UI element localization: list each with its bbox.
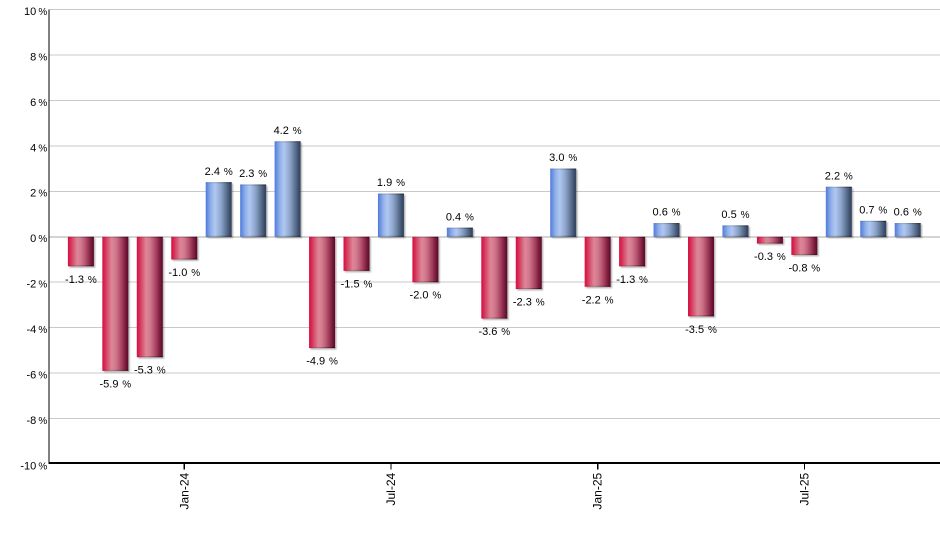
svg-text:8%: 8% bbox=[30, 51, 47, 63]
svg-text:4%: 4% bbox=[30, 142, 47, 154]
svg-text:0.6 %: 0.6 % bbox=[894, 207, 922, 219]
svg-text:-0.8 %: -0.8 % bbox=[788, 262, 820, 274]
svg-text:4.2 %: 4.2 % bbox=[274, 125, 302, 137]
svg-text:-0.3 %: -0.3 % bbox=[754, 251, 786, 263]
svg-text:-6%: -6% bbox=[27, 370, 48, 382]
svg-text:2%: 2% bbox=[30, 188, 47, 200]
svg-text:0%: 0% bbox=[30, 233, 47, 245]
svg-text:-1.3 %: -1.3 % bbox=[65, 274, 97, 286]
svg-text:0.4 %: 0.4 % bbox=[446, 211, 474, 223]
svg-text:0.7 %: 0.7 % bbox=[859, 204, 887, 216]
svg-text:Jan-25: Jan-25 bbox=[591, 472, 605, 509]
svg-text:-5.9 %: -5.9 % bbox=[99, 378, 131, 390]
svg-text:Jul-25: Jul-25 bbox=[797, 472, 811, 505]
svg-text:-1.0 %: -1.0 % bbox=[168, 267, 200, 279]
svg-text:-3.5 %: -3.5 % bbox=[685, 324, 717, 336]
svg-text:-10%: -10% bbox=[20, 460, 47, 472]
svg-text:-3.6 %: -3.6 % bbox=[478, 326, 510, 338]
svg-text:Jan-24: Jan-24 bbox=[177, 472, 191, 509]
svg-text:-2%: -2% bbox=[27, 279, 48, 291]
svg-text:2.4 %: 2.4 % bbox=[205, 166, 233, 178]
svg-text:-2.3 %: -2.3 % bbox=[513, 297, 545, 309]
svg-text:2.3 %: 2.3 % bbox=[239, 168, 267, 180]
svg-text:0.6 %: 0.6 % bbox=[653, 207, 681, 219]
svg-text:-1.3 %: -1.3 % bbox=[616, 274, 648, 286]
svg-text:3.0 %: 3.0 % bbox=[549, 152, 577, 164]
svg-text:-1.5 %: -1.5 % bbox=[341, 278, 373, 290]
svg-text:0.5 %: 0.5 % bbox=[721, 209, 749, 221]
svg-text:10%: 10% bbox=[24, 6, 47, 18]
svg-text:Jul-24: Jul-24 bbox=[384, 472, 398, 505]
svg-text:2.2 %: 2.2 % bbox=[825, 170, 853, 182]
svg-text:-4%: -4% bbox=[27, 324, 48, 336]
svg-text:6%: 6% bbox=[30, 97, 47, 109]
svg-text:-8%: -8% bbox=[27, 415, 48, 427]
svg-text:1.9 %: 1.9 % bbox=[377, 177, 405, 189]
svg-text:-5.3 %: -5.3 % bbox=[134, 365, 166, 377]
svg-text:-2.2 %: -2.2 % bbox=[582, 294, 614, 306]
svg-text:-4.9 %: -4.9 % bbox=[306, 356, 338, 368]
svg-text:-2.0 %: -2.0 % bbox=[410, 290, 442, 302]
